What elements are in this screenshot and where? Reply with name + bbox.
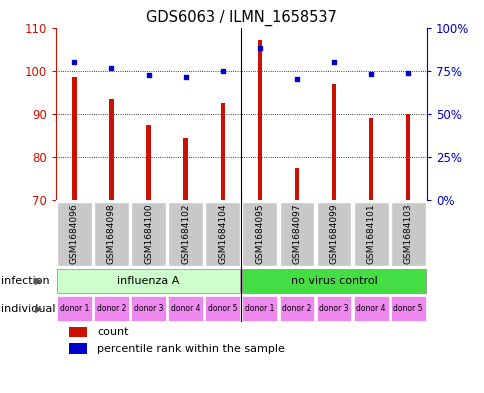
Bar (353, 202, 388, 266)
Text: donor 4: donor 4 (170, 304, 200, 313)
Bar (109, 99, 113, 200)
Text: GSM1684102: GSM1684102 (181, 204, 190, 264)
Bar (405, 114, 409, 200)
Text: GSM1684101: GSM1684101 (366, 204, 375, 264)
Text: donor 3: donor 3 (318, 304, 348, 313)
Text: donor 2: donor 2 (282, 304, 311, 313)
Text: donor 1: donor 1 (60, 304, 89, 313)
Text: donor 3: donor 3 (134, 304, 163, 313)
Bar (279, 296, 314, 321)
Bar (146, 125, 151, 200)
Text: GSM1684103: GSM1684103 (403, 204, 412, 264)
Text: donor 2: donor 2 (96, 304, 126, 313)
Text: GSM1684100: GSM1684100 (144, 204, 153, 264)
Bar (205, 202, 240, 266)
Bar (94, 296, 129, 321)
Bar (131, 296, 166, 321)
Text: infection: infection (1, 276, 49, 286)
Text: ▶: ▶ (35, 303, 42, 314)
Bar (316, 202, 351, 266)
Bar (168, 296, 203, 321)
Text: individual: individual (1, 303, 55, 314)
Text: influenza A: influenza A (117, 276, 180, 286)
Text: donor 5: donor 5 (208, 304, 237, 313)
Text: GSM1684097: GSM1684097 (292, 204, 301, 264)
Bar (353, 296, 388, 321)
Text: donor 1: donor 1 (244, 304, 274, 313)
Bar (69, 343, 86, 354)
Bar (390, 202, 425, 266)
Title: GDS6063 / ILMN_1658537: GDS6063 / ILMN_1658537 (146, 10, 336, 26)
Bar (183, 138, 187, 200)
Bar (57, 202, 91, 266)
Bar (242, 296, 277, 321)
Bar (205, 296, 240, 321)
Bar (316, 296, 351, 321)
Bar (390, 296, 425, 321)
Bar (220, 103, 225, 200)
Bar (257, 40, 261, 200)
Text: no virus control: no virus control (290, 276, 377, 286)
Bar (368, 118, 373, 200)
Text: GSM1684099: GSM1684099 (329, 204, 338, 264)
Text: GSM1684096: GSM1684096 (70, 204, 79, 264)
Bar (131, 202, 166, 266)
Text: GSM1684095: GSM1684095 (255, 204, 264, 264)
Bar (279, 202, 314, 266)
Bar (294, 168, 299, 200)
Text: GSM1684098: GSM1684098 (106, 204, 116, 264)
Bar (242, 202, 277, 266)
Text: donor 4: donor 4 (356, 304, 385, 313)
Bar (242, 269, 425, 293)
Text: GSM1684104: GSM1684104 (218, 204, 227, 264)
Text: percentile rank within the sample: percentile rank within the sample (97, 344, 285, 354)
Bar (57, 296, 91, 321)
Text: count: count (97, 327, 128, 337)
Bar (57, 269, 240, 293)
Bar (72, 77, 76, 200)
Text: donor 5: donor 5 (393, 304, 422, 313)
Bar (168, 202, 203, 266)
Bar (331, 84, 335, 200)
Bar (69, 327, 86, 337)
Bar (94, 202, 129, 266)
Text: ▶: ▶ (35, 276, 42, 286)
